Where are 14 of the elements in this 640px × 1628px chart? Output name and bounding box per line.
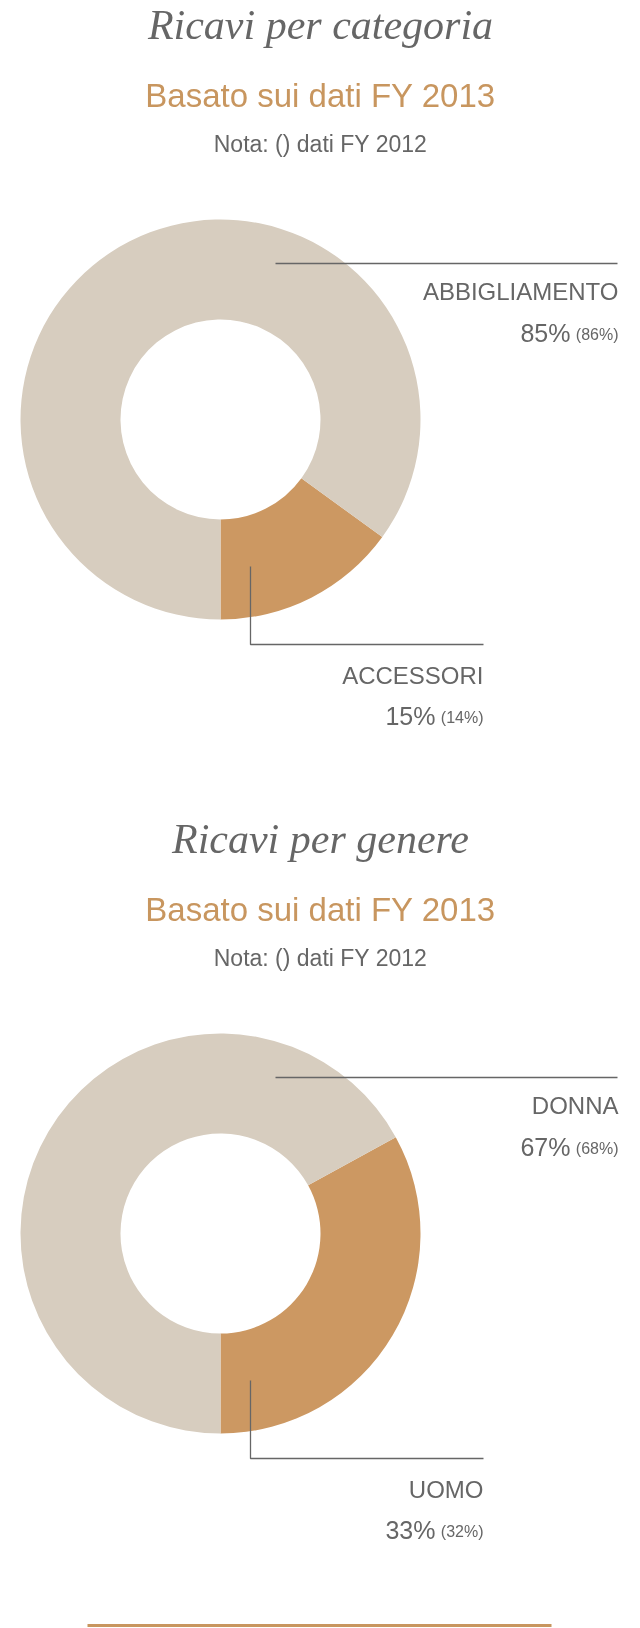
- slice-label: DONNA: [531, 1092, 619, 1119]
- slice-label: ABBIGLIAMENTO: [422, 278, 619, 305]
- slice-label: UOMO: [408, 1476, 484, 1503]
- data-label: 33% (32%): [385, 1515, 484, 1544]
- chart-title: Ricavi per categoria: [146, 1, 494, 48]
- chart-title: Ricavi per genere: [171, 815, 469, 862]
- slice-label: ACCESSORI: [342, 662, 484, 689]
- chart-subtitle: Basato sui dati FY 2013: [145, 891, 496, 928]
- data-label: 85% (86%): [520, 318, 619, 347]
- data-label: 15% (14%): [385, 701, 484, 730]
- text: Nota: () dati FY 2012: [213, 130, 427, 157]
- chart-subtitle: Basato sui dati FY 2013: [145, 77, 496, 114]
- data-label: 67% (68%): [520, 1132, 619, 1161]
- text: Nota: () dati FY 2012: [213, 944, 427, 971]
